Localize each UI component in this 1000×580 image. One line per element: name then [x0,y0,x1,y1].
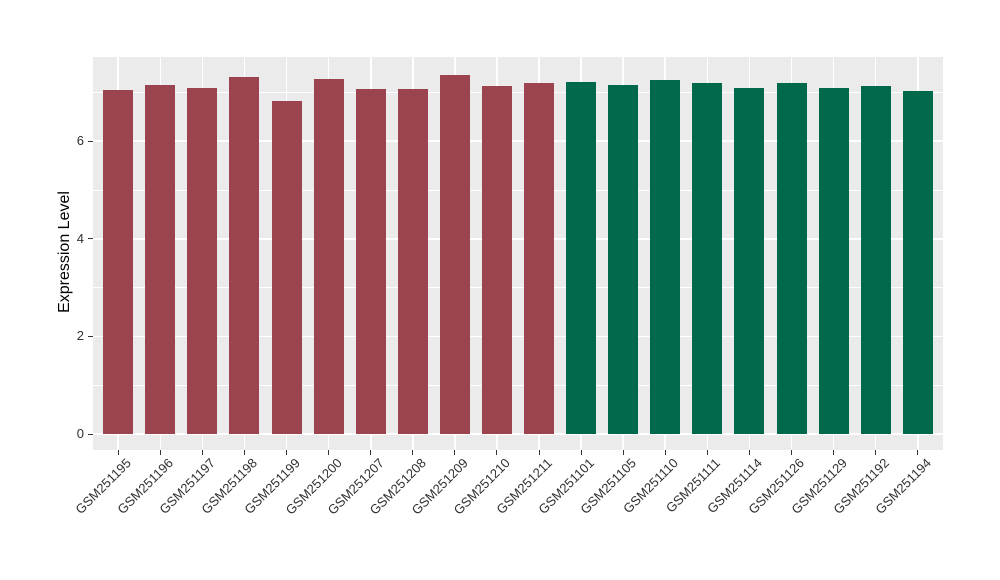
y-major-gridline [93,238,943,240]
y-tick-mark [88,140,93,142]
bar-GSM251196 [145,84,176,434]
y-minor-gridline [93,92,943,93]
bar-GSM251209 [439,75,470,434]
bar-GSM251199 [271,101,302,434]
bar-GSM251207 [355,88,386,434]
x-tick-mark [580,450,582,455]
y-minor-gridline [93,384,943,386]
bar-GSM251210 [481,85,512,434]
bar-GSM251129 [818,87,849,434]
x-tick-mark [664,450,666,455]
bar-GSM251211 [524,83,555,434]
bar-GSM251110 [650,80,681,434]
x-tick-mark [243,450,245,455]
bar-GSM251194 [902,90,933,434]
x-tick-mark [286,450,288,455]
x-tick-mark [791,450,792,455]
x-tick-mark [117,450,119,455]
bar-GSM251101 [566,81,597,434]
y-tick-label: 4 [76,230,84,246]
x-tick-mark [538,450,540,455]
y-axis-title: Expression Level [56,190,73,313]
bar-GSM251114 [734,87,765,434]
y-minor-gridline [93,189,943,191]
bar-GSM251200 [313,79,344,434]
x-tick-mark [454,450,456,455]
y-tick-label: 6 [76,133,84,149]
bar-GSM251111 [692,83,723,434]
x-tick-mark [917,450,919,455]
bar-GSM251195 [103,89,134,434]
y-minor-gridline [93,287,943,288]
x-tick-mark [159,450,161,455]
y-major-gridline [93,433,943,435]
y-tick-label: 2 [76,328,84,344]
bar-GSM251208 [397,89,428,434]
y-major-gridline [93,335,943,338]
bar-GSM251198 [229,77,260,434]
x-tick-mark [748,450,750,455]
x-tick-mark [622,450,624,455]
x-tick-mark [875,450,877,455]
bar-GSM251126 [776,83,807,434]
x-tick-mark [370,450,372,455]
y-major-gridline [93,140,943,142]
bar-GSM251105 [608,85,639,434]
x-tick-mark [412,450,414,455]
y-tick-label: 0 [76,426,84,441]
bar-GSM251197 [187,88,218,434]
bar-GSM251192 [860,85,891,434]
x-tick-mark [328,450,330,455]
plot-panel [93,57,943,450]
y-tick-mark [88,335,93,337]
x-tick-mark [496,450,498,455]
x-tick-mark [833,450,835,455]
x-tick-mark [201,450,203,455]
y-tick-mark [88,433,93,435]
y-tick-mark [88,238,93,240]
x-tick-mark [706,450,708,455]
